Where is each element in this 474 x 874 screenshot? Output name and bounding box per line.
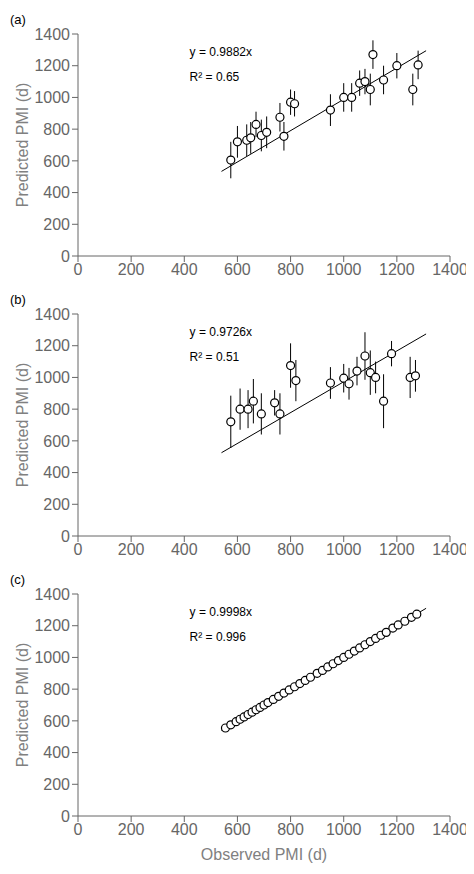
html-text:y = 0.9998x: y = 0.9998x bbox=[189, 605, 252, 620]
svg-text:1000: 1000 bbox=[34, 649, 70, 666]
svg-text:1000: 1000 bbox=[326, 541, 362, 558]
svg-text:400: 400 bbox=[171, 541, 198, 558]
html-text:(c): (c) bbox=[10, 572, 26, 587]
html-text:(b): (b) bbox=[10, 292, 26, 307]
svg-text:0: 0 bbox=[74, 541, 83, 558]
svg-text:Predicted PMI (d): Predicted PMI (d) bbox=[14, 83, 31, 207]
svg-text:1400: 1400 bbox=[34, 586, 70, 603]
svg-text:1400: 1400 bbox=[432, 261, 466, 278]
svg-text:200: 200 bbox=[43, 496, 70, 513]
svg-text:200: 200 bbox=[43, 776, 70, 793]
svg-text:1200: 1200 bbox=[34, 617, 70, 634]
svg-text:1200: 1200 bbox=[34, 57, 70, 74]
svg-text:1000: 1000 bbox=[34, 369, 70, 386]
svg-text:Observed PMI (d): Observed PMI (d) bbox=[201, 846, 327, 863]
svg-text:1200: 1200 bbox=[379, 541, 415, 558]
svg-text:600: 600 bbox=[43, 433, 70, 450]
svg-text:200: 200 bbox=[118, 261, 145, 278]
svg-text:400: 400 bbox=[43, 184, 70, 201]
svg-text:600: 600 bbox=[43, 153, 70, 170]
html-text:R² = 0.51: R² = 0.51 bbox=[189, 349, 240, 364]
svg-text:1200: 1200 bbox=[379, 261, 415, 278]
html-text:(a): (a) bbox=[10, 12, 26, 27]
svg-text:1400: 1400 bbox=[34, 306, 70, 323]
svg-text:Predicted PMI (d): Predicted PMI (d) bbox=[14, 643, 31, 767]
svg-text:400: 400 bbox=[43, 464, 70, 481]
svg-text:1200: 1200 bbox=[379, 821, 415, 838]
svg-text:1000: 1000 bbox=[34, 89, 70, 106]
svg-text:0: 0 bbox=[61, 528, 70, 545]
svg-text:1000: 1000 bbox=[326, 261, 362, 278]
svg-text:0: 0 bbox=[74, 821, 83, 838]
svg-text:0: 0 bbox=[61, 808, 70, 825]
svg-text:0: 0 bbox=[61, 248, 70, 265]
svg-text:1400: 1400 bbox=[34, 26, 70, 43]
svg-text:600: 600 bbox=[224, 261, 251, 278]
html-text:y = 0.9726x: y = 0.9726x bbox=[189, 325, 252, 340]
svg-text:200: 200 bbox=[118, 541, 145, 558]
svg-text:1000: 1000 bbox=[326, 821, 362, 838]
svg-text:600: 600 bbox=[224, 541, 251, 558]
svg-text:200: 200 bbox=[118, 821, 145, 838]
svg-text:800: 800 bbox=[277, 261, 304, 278]
svg-text:800: 800 bbox=[43, 121, 70, 138]
html-text:R² = 0.996: R² = 0.996 bbox=[189, 629, 246, 644]
svg-text:800: 800 bbox=[277, 541, 304, 558]
svg-text:200: 200 bbox=[43, 216, 70, 233]
svg-text:1400: 1400 bbox=[432, 821, 466, 838]
svg-text:400: 400 bbox=[43, 744, 70, 761]
svg-text:600: 600 bbox=[224, 821, 251, 838]
svg-text:800: 800 bbox=[43, 401, 70, 418]
html-text:R² = 0.65: R² = 0.65 bbox=[189, 69, 240, 84]
svg-text:800: 800 bbox=[277, 821, 304, 838]
html-text:y = 0.9882x: y = 0.9882x bbox=[189, 45, 252, 60]
svg-text:400: 400 bbox=[171, 261, 198, 278]
svg-text:1200: 1200 bbox=[34, 337, 70, 354]
svg-text:800: 800 bbox=[43, 681, 70, 698]
svg-text:1400: 1400 bbox=[432, 541, 466, 558]
svg-text:600: 600 bbox=[43, 713, 70, 730]
svg-text:0: 0 bbox=[74, 261, 83, 278]
svg-text:Predicted PMI (d): Predicted PMI (d) bbox=[14, 363, 31, 487]
svg-text:400: 400 bbox=[171, 821, 198, 838]
